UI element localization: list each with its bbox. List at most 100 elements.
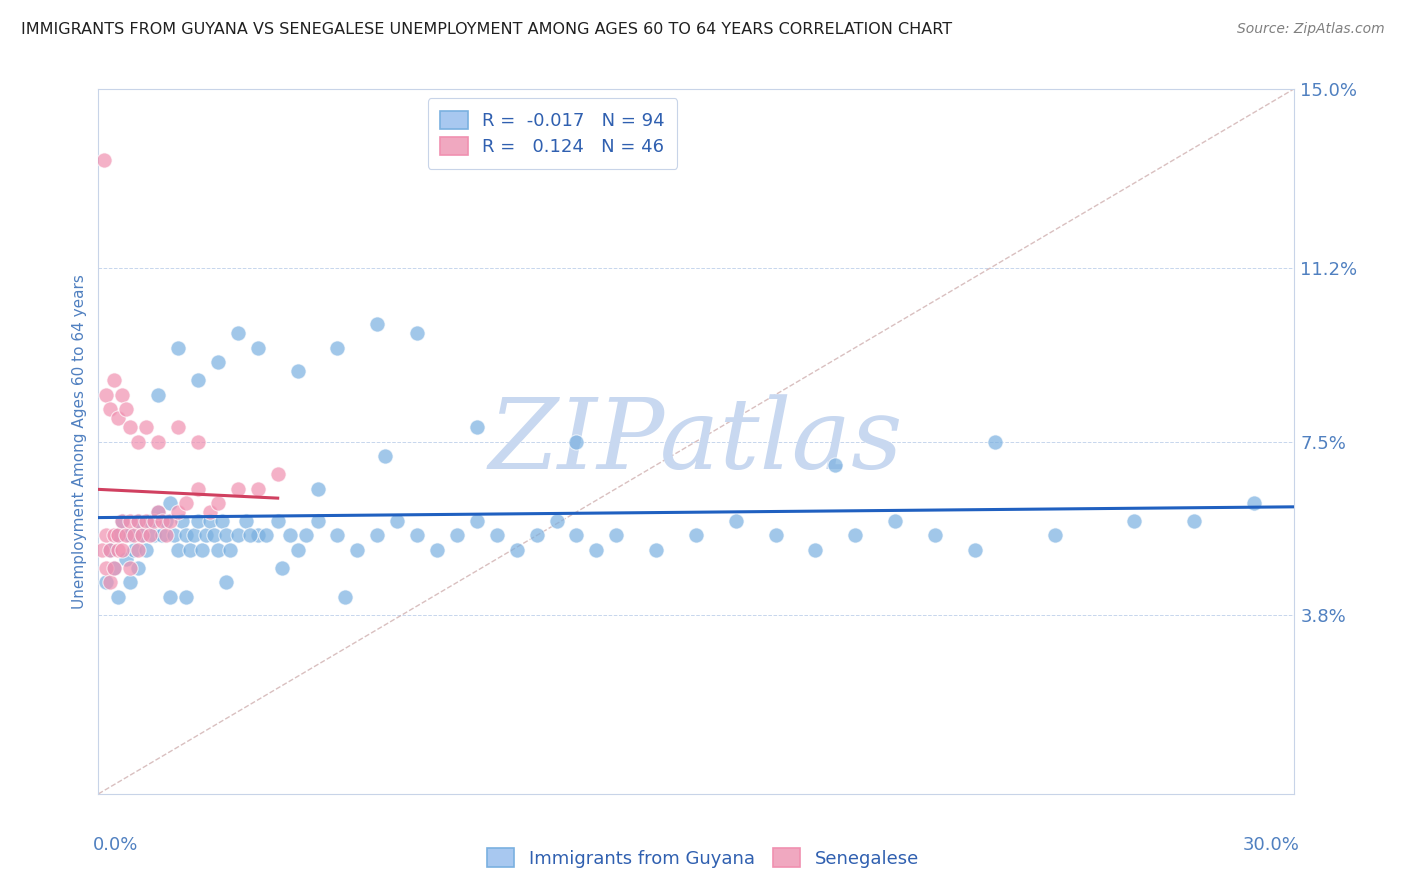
Point (246, 482, 269, 496)
Point (159, 515, 181, 529)
Point (724, 515, 747, 529)
Point (202, 528, 225, 542)
Point (155, 528, 177, 542)
Point (98, 542, 122, 557)
Point (1123, 515, 1146, 529)
Point (115, 401, 138, 416)
Point (335, 590, 357, 604)
Point (804, 542, 827, 557)
Point (103, 528, 125, 542)
Point (111, 542, 134, 557)
Point (645, 542, 668, 557)
Point (1182, 515, 1205, 529)
Point (96, 387, 118, 401)
Point (127, 542, 149, 557)
Point (107, 528, 129, 542)
Point (215, 575, 238, 590)
Point (685, 528, 707, 542)
Point (207, 354, 229, 368)
Point (103, 561, 125, 575)
Point (148, 505, 170, 519)
Point (120, 528, 142, 542)
Point (174, 495, 197, 509)
Point (605, 528, 627, 542)
Point (366, 317, 388, 331)
Point (143, 515, 166, 529)
Point (115, 552, 138, 566)
Point (107, 528, 129, 542)
Point (107, 590, 129, 604)
Text: 0.0%: 0.0% (93, 836, 138, 855)
Point (111, 515, 134, 529)
Point (406, 528, 429, 542)
Point (124, 542, 146, 557)
Point (226, 528, 249, 542)
Point (824, 458, 846, 472)
Point (278, 528, 301, 542)
Point (124, 528, 146, 542)
Point (385, 515, 409, 529)
Point (326, 528, 349, 542)
Point (131, 528, 153, 542)
Point (150, 528, 173, 542)
Point (98, 542, 122, 557)
Point (294, 528, 316, 542)
Point (506, 542, 529, 557)
Point (215, 528, 238, 542)
Point (159, 495, 181, 509)
Point (239, 528, 262, 542)
Point (127, 561, 149, 575)
Point (270, 561, 292, 575)
Point (174, 528, 197, 542)
Point (174, 590, 197, 604)
Point (465, 515, 488, 529)
Point (148, 505, 170, 519)
Point (150, 515, 173, 529)
Point (287, 542, 309, 557)
Point (765, 528, 787, 542)
Point (187, 515, 209, 529)
Point (127, 434, 149, 449)
Point (179, 542, 201, 557)
Point (93, 153, 115, 167)
Point (167, 341, 190, 355)
Point (287, 364, 309, 378)
Point (219, 542, 242, 557)
Point (131, 528, 153, 542)
Point (120, 515, 142, 529)
Point (148, 387, 170, 401)
Y-axis label: Unemployment Among Ages 60 to 64 years: Unemployment Among Ages 60 to 64 years (72, 274, 87, 609)
Point (103, 561, 125, 575)
Point (167, 420, 190, 434)
Text: IMMIGRANTS FROM GUYANA VS SENEGALESE UNEMPLOYMENT AMONG AGES 60 TO 64 YEARS CORR: IMMIGRANTS FROM GUYANA VS SENEGALESE UNE… (21, 22, 952, 37)
Point (307, 515, 329, 529)
Point (585, 542, 607, 557)
Point (135, 515, 157, 529)
Point (374, 449, 396, 463)
Point (326, 341, 349, 355)
Point (155, 515, 177, 529)
Point (163, 528, 186, 542)
Point (465, 420, 488, 434)
Point (924, 528, 946, 542)
Legend: R =  -0.017   N = 94, R =   0.124   N = 46: R = -0.017 N = 94, R = 0.124 N = 46 (427, 98, 678, 169)
Point (346, 542, 368, 557)
Point (135, 420, 157, 434)
Text: 30.0%: 30.0% (1243, 836, 1299, 855)
Point (191, 542, 214, 557)
Point (143, 528, 166, 542)
Point (172, 515, 194, 529)
Point (963, 542, 986, 557)
Point (107, 542, 129, 557)
Point (96, 575, 118, 590)
Point (91, 542, 114, 557)
Point (135, 542, 157, 557)
Point (195, 528, 218, 542)
Point (366, 528, 388, 542)
Point (565, 528, 588, 542)
Point (159, 590, 181, 604)
Point (406, 326, 429, 341)
Point (526, 528, 548, 542)
Point (115, 528, 138, 542)
Point (187, 434, 209, 449)
